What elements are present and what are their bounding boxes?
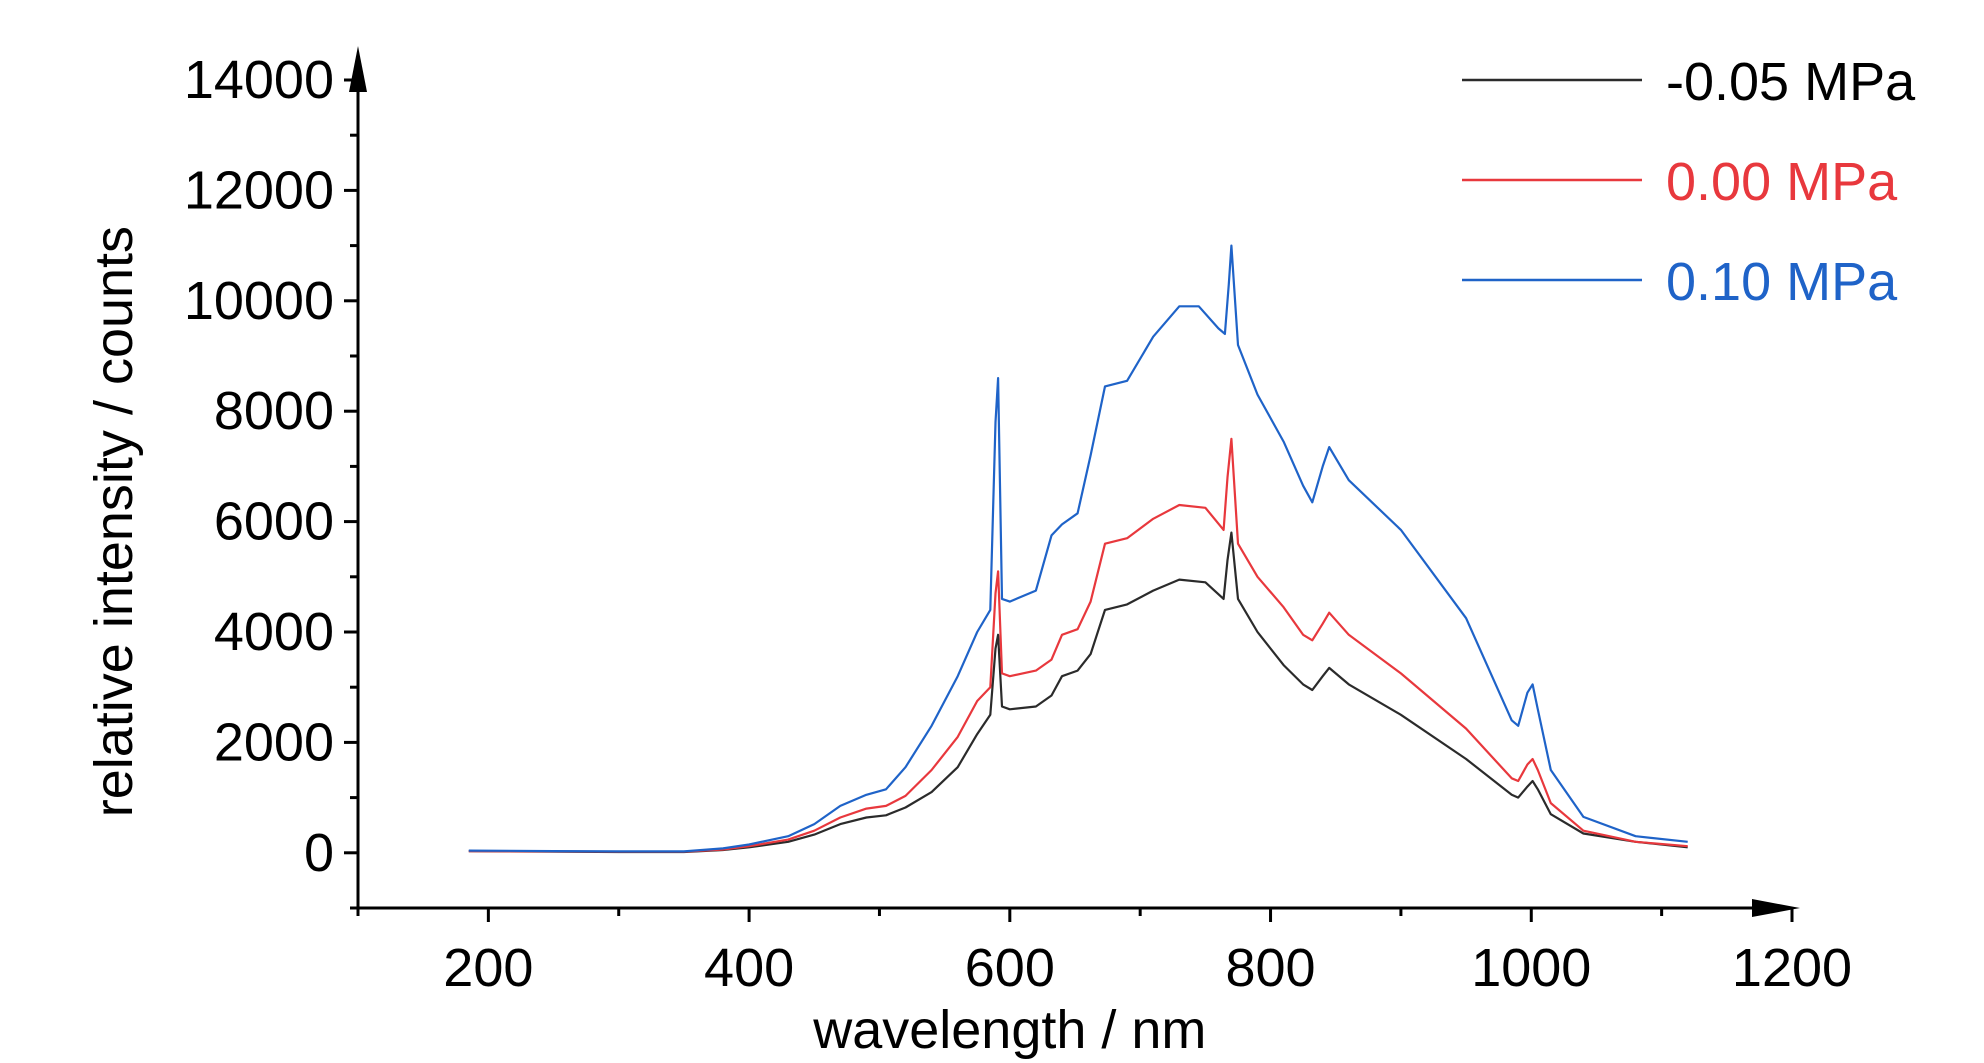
legend-label-2: 0.10 MPa <box>1666 252 1898 312</box>
x-tick-label: 1200 <box>1732 938 1852 998</box>
y-tick-label: 8000 <box>214 381 334 441</box>
axes: 0 2000 4000 6000 8000 10000 12000 14000 200 400 60… <box>84 46 1852 1060</box>
series-line-0 <box>468 531 1688 854</box>
legend-label-0: -0.05 MPa <box>1666 52 1916 112</box>
y-tick-label: 4000 <box>214 602 334 662</box>
series-lines <box>468 244 1688 854</box>
y-tick-label: 14000 <box>184 50 334 110</box>
x-tick-label: 800 <box>1225 938 1315 998</box>
legend: -0.05 MPa 0.00 MPa 0.10 MPa <box>1462 52 1916 312</box>
y-tick-label: 6000 <box>214 492 334 552</box>
x-tick-label: 200 <box>443 938 533 998</box>
y-tick-label: 12000 <box>184 160 334 220</box>
x-tick-label: 400 <box>704 938 794 998</box>
x-axis-title: wavelength / nm <box>812 1000 1206 1060</box>
series-line-1 <box>468 437 1688 853</box>
x-axis-arrow <box>1752 899 1800 917</box>
y-axis-arrow <box>349 46 367 92</box>
legend-label-1: 0.00 MPa <box>1666 152 1898 212</box>
x-tick-label: 1000 <box>1471 938 1591 998</box>
y-tick-label: 10000 <box>184 271 334 331</box>
y-tick-label: 0 <box>304 823 334 883</box>
y-tick-label: 2000 <box>214 712 334 772</box>
series-line-2 <box>468 244 1688 853</box>
x-tick-label: 600 <box>965 938 1055 998</box>
y-axis-title: relative intensity / counts <box>84 226 144 817</box>
